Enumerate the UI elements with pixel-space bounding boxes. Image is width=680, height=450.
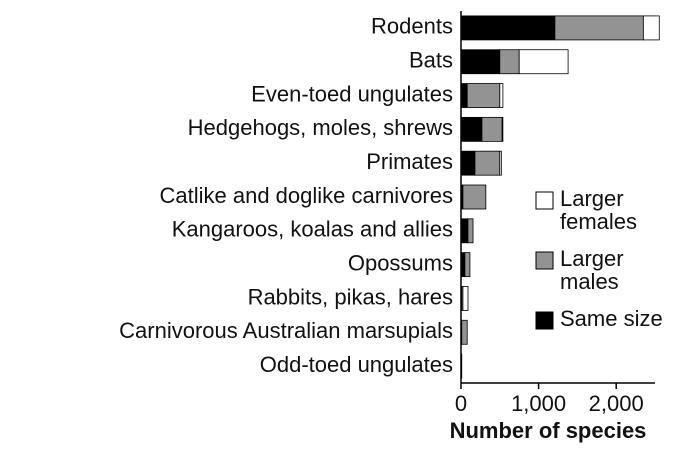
legend-swatch bbox=[535, 251, 554, 270]
bar-segment bbox=[499, 83, 504, 108]
legend-label: Larger females bbox=[560, 186, 638, 234]
y-tick-label: Rabbits, pikas, hares bbox=[248, 284, 453, 309]
bar-segment bbox=[499, 150, 502, 176]
bar-segment bbox=[460, 218, 469, 244]
legend-swatch bbox=[535, 191, 554, 210]
x-tick-label: 1,000 bbox=[511, 391, 566, 416]
bar-segment bbox=[467, 218, 474, 244]
bar-segment bbox=[518, 49, 569, 75]
legend-swatch bbox=[535, 311, 554, 330]
bar-segment bbox=[460, 49, 501, 75]
y-tick-label: Catlike and doglike carnivores bbox=[160, 183, 454, 208]
legend-label: Same size bbox=[560, 306, 663, 331]
bar-segment bbox=[462, 184, 487, 210]
bar-segment bbox=[460, 15, 556, 41]
bar-segment bbox=[474, 150, 501, 176]
y-tick-label: Primates bbox=[366, 149, 453, 174]
bar-segment bbox=[554, 15, 644, 41]
bar-segment bbox=[499, 49, 520, 75]
y-tick-label: Hedgehogs, moles, shrews bbox=[188, 115, 453, 140]
y-tick-label: Opossums bbox=[348, 250, 453, 275]
bar-segment bbox=[460, 150, 476, 176]
bar-segment bbox=[460, 252, 466, 278]
y-tick-label: Odd-toed ungulates bbox=[260, 352, 453, 377]
x-tick-label: 2,000 bbox=[589, 391, 644, 416]
bar-segment bbox=[501, 116, 504, 142]
bar-segment bbox=[642, 15, 660, 41]
bar-segment bbox=[460, 353, 463, 379]
bar-segment bbox=[462, 286, 469, 311]
bar-segment bbox=[466, 83, 501, 108]
bar-segment bbox=[461, 319, 468, 345]
y-tick-label: Kangaroos, koalas and allies bbox=[172, 217, 453, 242]
x-axis-title: Number of species bbox=[450, 418, 647, 443]
bar-segment bbox=[460, 83, 468, 108]
y-tick-label: Carnivorous Australian marsupials bbox=[119, 318, 453, 343]
y-tick-label: Even-toed ungulates bbox=[251, 81, 453, 106]
bar-segment bbox=[464, 252, 471, 278]
y-tick-label: Bats bbox=[409, 48, 453, 73]
bar-segment bbox=[460, 116, 483, 142]
x-tick-label: 0 bbox=[455, 391, 467, 416]
bar-segment bbox=[481, 116, 503, 142]
y-tick-label: Rodents bbox=[371, 14, 453, 39]
legend-label: Larger males bbox=[560, 246, 624, 294]
